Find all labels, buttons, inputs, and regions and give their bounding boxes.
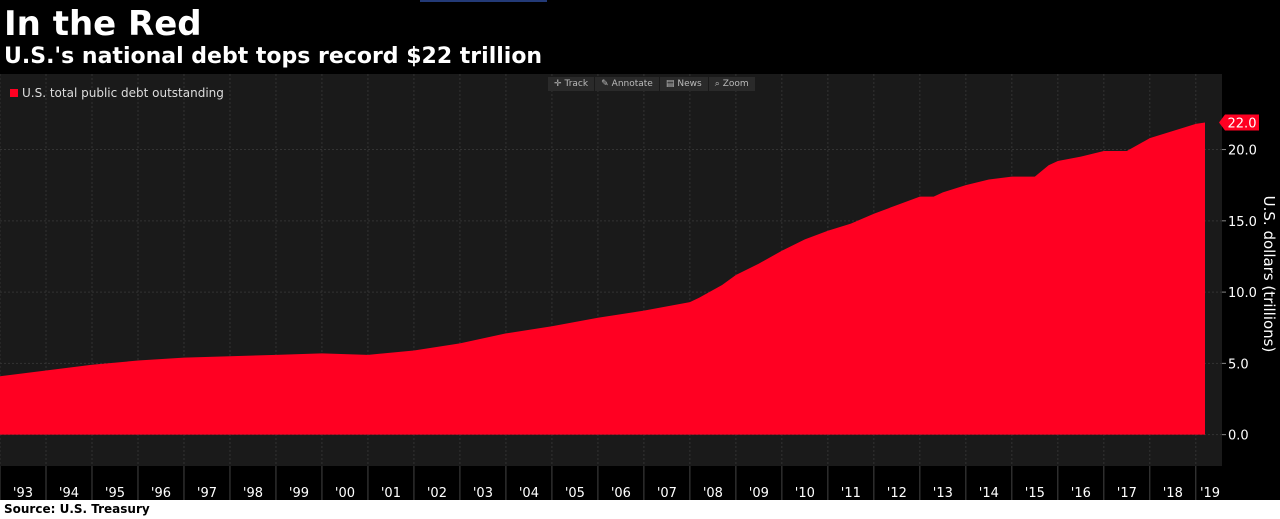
y-tick-label: 0.0	[1228, 429, 1249, 444]
y-axis-label: U.S. dollars (trillions)	[1260, 195, 1278, 353]
chart-title: In the Red	[4, 4, 202, 44]
x-tick-label: '12	[887, 486, 907, 501]
x-tick-label: '99	[289, 486, 309, 501]
legend: U.S. total public debt outstanding	[10, 86, 224, 100]
zoom-icon: ⌕	[714, 79, 720, 89]
x-tick-label: '16	[1071, 486, 1091, 501]
x-tick-label: '96	[151, 486, 171, 501]
x-tick-label: '95	[105, 486, 125, 501]
x-tick-label: '98	[243, 486, 263, 501]
annotate-button[interactable]: ✎ Annotate	[595, 77, 660, 91]
x-axis-strip	[0, 466, 1280, 500]
x-tick-label: '94	[59, 486, 79, 501]
legend-swatch	[10, 89, 18, 97]
x-tick-label: '11	[841, 486, 861, 501]
y-tick-label: 15.0	[1228, 215, 1257, 230]
x-tick-label: '18	[1163, 486, 1183, 501]
x-tick-label: '07	[657, 486, 677, 501]
x-tick-label: '02	[427, 486, 447, 501]
pencil-icon: ✎	[601, 79, 609, 89]
x-tick-label: '14	[979, 486, 999, 501]
news-button[interactable]: ▤ News	[659, 77, 709, 91]
zoom-button[interactable]: ⌕ Zoom	[708, 77, 756, 91]
annotate-label: Annotate	[611, 79, 653, 89]
x-tick-label: '00	[335, 486, 355, 501]
x-tick-label: '10	[795, 486, 815, 501]
crosshair-icon: ✛	[554, 79, 562, 89]
news-icon: ▤	[665, 79, 675, 89]
track-button[interactable]: ✛ Track	[548, 77, 596, 91]
x-tick-label: '19	[1200, 486, 1220, 501]
track-label: Track	[564, 79, 589, 89]
y-axis-label-box: U.S. dollars (trillions)	[1257, 184, 1280, 364]
x-tick-label: '13	[933, 486, 953, 501]
chart-toolbar: ✛ Track ✎ Annotate ▤ News ⌕ Zoom	[548, 77, 756, 91]
zoom-label: Zoom	[722, 79, 749, 89]
x-tick-label: '05	[565, 486, 585, 501]
x-tick-label: '04	[519, 486, 539, 501]
chart-subtitle: U.S.'s national debt tops record $22 tri…	[4, 44, 543, 69]
legend-label: U.S. total public debt outstanding	[22, 86, 224, 100]
x-tick-label: '08	[703, 486, 723, 501]
x-tick-label: '09	[749, 486, 769, 501]
x-tick-label: '97	[197, 486, 217, 501]
y-tick-label: 5.0	[1228, 357, 1249, 372]
news-label: News	[677, 79, 702, 89]
y-tick-label: 10.0	[1228, 286, 1257, 301]
x-tick-label: '06	[611, 486, 631, 501]
y-tick-label: 20.0	[1228, 144, 1257, 159]
top-accent-bar	[420, 0, 547, 2]
x-tick-label: '01	[381, 486, 401, 501]
source-note: Source: U.S. Treasury	[0, 500, 1280, 519]
last-value-badge	[1219, 114, 1259, 131]
x-tick-label: '17	[1117, 486, 1137, 501]
x-tick-label: '03	[473, 486, 493, 501]
y-axis-area	[1222, 74, 1280, 466]
debt-area	[0, 122, 1205, 435]
x-tick-label: '15	[1025, 486, 1045, 501]
x-tick-label: '93	[13, 486, 33, 501]
last-value-label: 22.0	[1228, 116, 1257, 131]
